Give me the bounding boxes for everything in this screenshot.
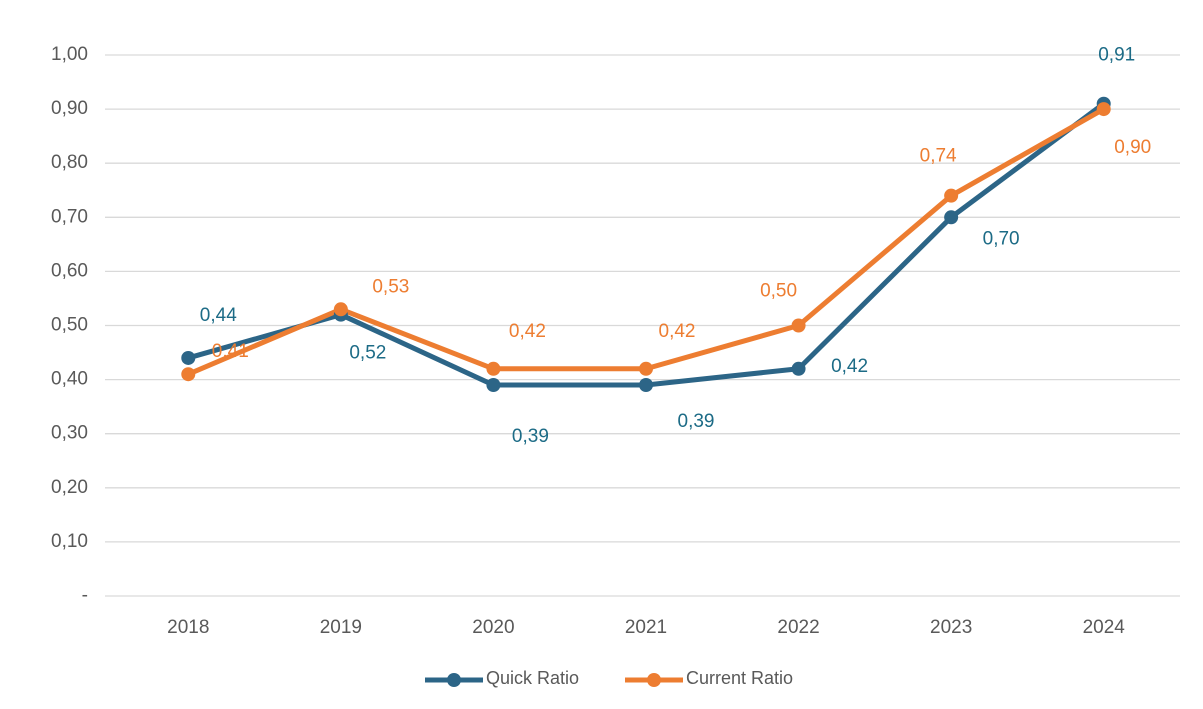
x-tick-label: 2019 [320, 617, 362, 638]
x-tick-label: 2018 [167, 617, 209, 638]
data-point [791, 361, 806, 376]
data-point [639, 378, 653, 393]
data-point [944, 210, 959, 225]
y-tick-label: 0,10 [51, 531, 88, 552]
series-line [187, 106, 1105, 377]
legend-label: Quick Ratio [486, 668, 579, 688]
y-tick-label: 0,50 [51, 315, 88, 336]
x-tick-label: 2021 [625, 617, 667, 638]
data-point [486, 361, 501, 376]
data-point [486, 378, 501, 393]
series-line [187, 101, 1106, 388]
data-label: 0,42 [831, 356, 868, 377]
data-label: 0,44 [200, 305, 237, 326]
legend-marker [647, 673, 661, 687]
data-label: 0,91 [1098, 45, 1135, 66]
y-tick-label: 0,80 [51, 152, 88, 173]
y-tick-label: 1,00 [51, 44, 88, 65]
data-label: 0,70 [983, 228, 1020, 249]
data-point [791, 318, 806, 333]
data-label: 0,42 [659, 321, 696, 342]
data-label: 0,90 [1114, 137, 1151, 158]
data-label: 0,52 [349, 343, 386, 364]
data-label: 0,53 [372, 276, 409, 297]
data-label: 0,74 [920, 146, 957, 167]
data-label: 0,39 [512, 426, 549, 447]
x-tick-label: 2020 [472, 617, 514, 638]
x-tick-label: 2023 [930, 617, 972, 638]
y-tick-label: 0,20 [51, 477, 88, 498]
y-tick-label: 0,60 [51, 260, 88, 281]
y-tick-label: 0,90 [51, 98, 88, 119]
data-label: 0,41 [212, 341, 249, 362]
y-tick-label: 0,70 [51, 206, 88, 227]
data-point [181, 367, 196, 382]
y-tick-label: - [82, 585, 88, 606]
y-tick-label: 0,40 [51, 369, 88, 390]
data-label: 0,50 [760, 281, 797, 302]
data-label: 0,42 [509, 321, 546, 342]
data-point [1096, 102, 1111, 117]
data-label: 0,39 [678, 411, 715, 432]
data-point [181, 350, 196, 365]
data-point [639, 361, 653, 376]
data-point [333, 302, 348, 317]
legend-marker [447, 673, 461, 687]
x-tick-label: 2022 [777, 617, 819, 638]
data-point [944, 188, 959, 203]
x-tick-label: 2024 [1083, 617, 1126, 638]
legend-label: Current Ratio [686, 668, 793, 688]
y-tick-label: 0,30 [51, 423, 88, 444]
